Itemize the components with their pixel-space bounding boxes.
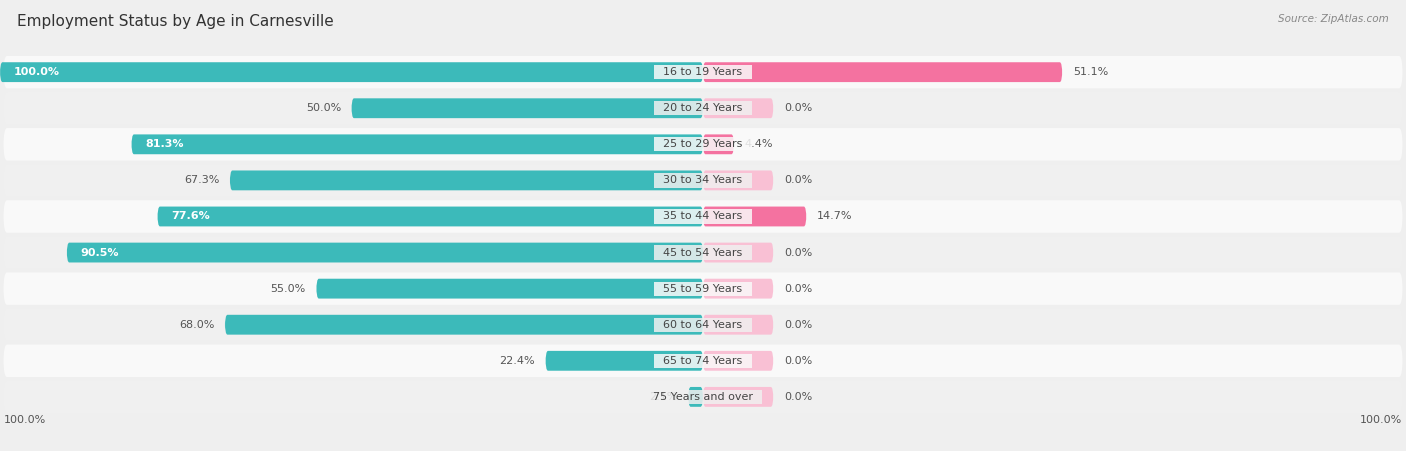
FancyBboxPatch shape [3,381,1403,413]
Text: 68.0%: 68.0% [179,320,215,330]
Text: 0.0%: 0.0% [785,248,813,258]
Text: 0.0%: 0.0% [785,284,813,294]
Text: 75 Years and over: 75 Years and over [645,392,761,402]
Text: 50.0%: 50.0% [305,103,340,113]
FancyBboxPatch shape [132,134,703,154]
Text: 25 to 29 Years: 25 to 29 Years [657,139,749,149]
FancyBboxPatch shape [546,351,703,371]
Text: 77.6%: 77.6% [172,212,211,221]
Text: 90.5%: 90.5% [82,248,120,258]
FancyBboxPatch shape [703,207,807,226]
FancyBboxPatch shape [703,98,773,118]
Text: 0.0%: 0.0% [785,392,813,402]
Text: 0.0%: 0.0% [785,356,813,366]
Text: 0.0%: 0.0% [785,320,813,330]
Text: 100.0%: 100.0% [14,67,60,77]
FancyBboxPatch shape [67,243,703,262]
FancyBboxPatch shape [703,243,773,262]
FancyBboxPatch shape [3,92,1403,124]
Text: Source: ZipAtlas.com: Source: ZipAtlas.com [1278,14,1389,23]
Text: 0.0%: 0.0% [785,103,813,113]
Text: 30 to 34 Years: 30 to 34 Years [657,175,749,185]
Text: 16 to 19 Years: 16 to 19 Years [657,67,749,77]
Text: 55.0%: 55.0% [270,284,307,294]
Text: 65 to 74 Years: 65 to 74 Years [657,356,749,366]
FancyBboxPatch shape [225,315,703,335]
Text: 100.0%: 100.0% [1360,415,1403,425]
Text: 22.4%: 22.4% [499,356,534,366]
FancyBboxPatch shape [689,387,703,407]
FancyBboxPatch shape [316,279,703,299]
FancyBboxPatch shape [703,279,773,299]
FancyBboxPatch shape [703,134,734,154]
Text: 51.1%: 51.1% [1073,67,1108,77]
Text: 4.4%: 4.4% [745,139,773,149]
FancyBboxPatch shape [3,272,1403,305]
Text: 2.1%: 2.1% [650,392,678,402]
Text: 35 to 44 Years: 35 to 44 Years [657,212,749,221]
FancyBboxPatch shape [3,56,1403,88]
Text: 81.3%: 81.3% [146,139,184,149]
Text: 45 to 54 Years: 45 to 54 Years [657,248,749,258]
Text: 100.0%: 100.0% [3,415,46,425]
Text: 20 to 24 Years: 20 to 24 Years [657,103,749,113]
Text: 60 to 64 Years: 60 to 64 Years [657,320,749,330]
Text: 67.3%: 67.3% [184,175,219,185]
FancyBboxPatch shape [0,62,703,82]
FancyBboxPatch shape [3,308,1403,341]
FancyBboxPatch shape [3,200,1403,233]
FancyBboxPatch shape [703,170,773,190]
FancyBboxPatch shape [3,236,1403,269]
Text: 14.7%: 14.7% [817,212,852,221]
FancyBboxPatch shape [703,351,773,371]
FancyBboxPatch shape [3,164,1403,197]
Text: 55 to 59 Years: 55 to 59 Years [657,284,749,294]
FancyBboxPatch shape [703,387,773,407]
Text: 0.0%: 0.0% [785,175,813,185]
FancyBboxPatch shape [352,98,703,118]
FancyBboxPatch shape [703,315,773,335]
FancyBboxPatch shape [3,128,1403,161]
FancyBboxPatch shape [3,345,1403,377]
FancyBboxPatch shape [231,170,703,190]
FancyBboxPatch shape [703,62,1063,82]
FancyBboxPatch shape [157,207,703,226]
Text: Employment Status by Age in Carnesville: Employment Status by Age in Carnesville [17,14,333,28]
